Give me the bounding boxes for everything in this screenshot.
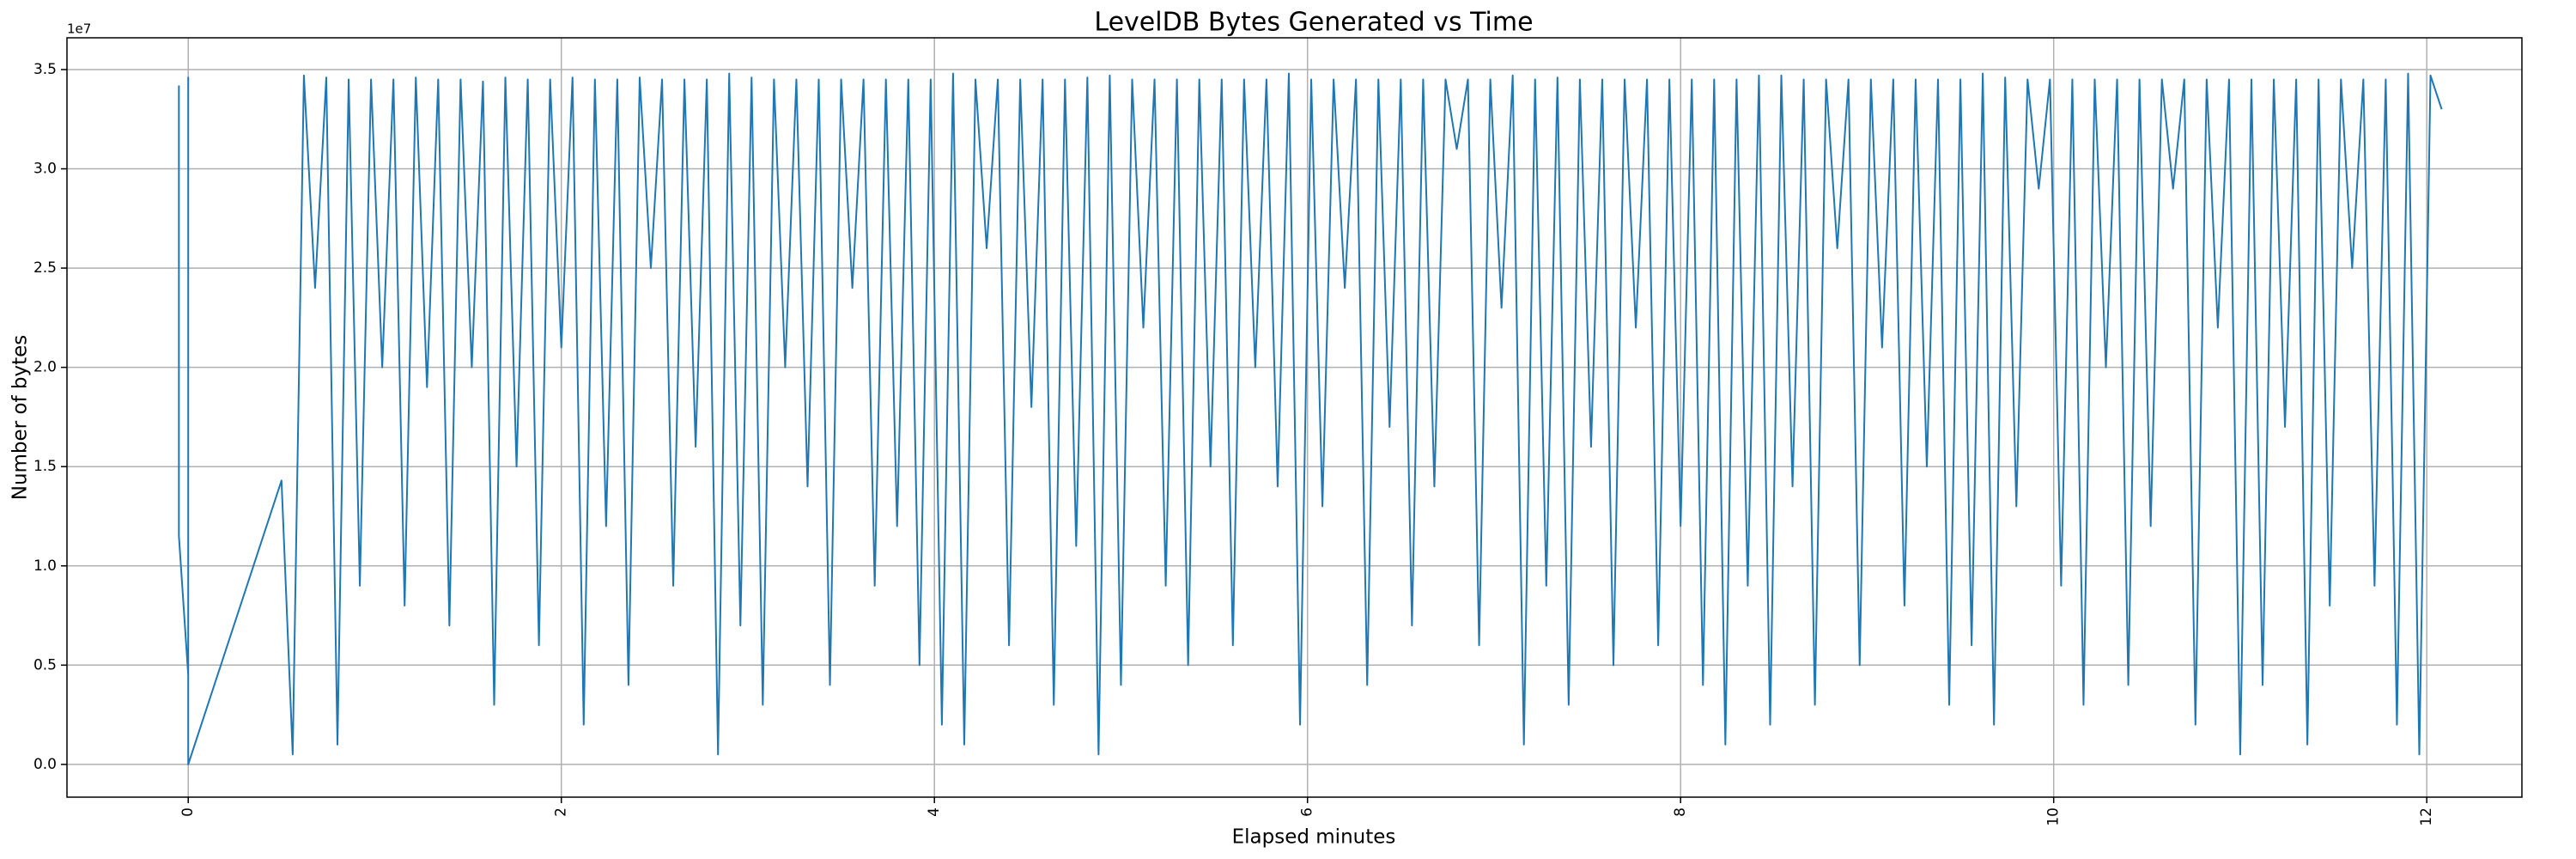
y-tick-label: 2.0	[33, 359, 57, 376]
x-axis-label: Elapsed minutes	[1232, 826, 1396, 849]
y-tick-label: 0.0	[33, 756, 57, 773]
y-offset-label: 1e7	[67, 21, 91, 37]
x-tick-label: 8	[1672, 807, 1689, 817]
x-tick-label: 6	[1299, 807, 1316, 817]
y-tick-label: 3.5	[33, 61, 57, 78]
y-tick-label: 3.0	[33, 161, 57, 178]
x-tick-label: 10	[2045, 807, 2063, 826]
x-tick-label: 4	[926, 807, 943, 817]
y-axis-label: Number of bytes	[9, 335, 32, 501]
x-tick-label: 0	[179, 807, 197, 817]
y-tick-label: 2.5	[33, 259, 57, 277]
x-tick-label: 12	[2418, 807, 2435, 826]
y-tick-label: 1.5	[33, 458, 57, 475]
plot-frame	[66, 37, 2523, 798]
y-tick-label: 1.0	[33, 557, 57, 575]
y-tick-label: 0.5	[33, 656, 57, 673]
data-line	[178, 72, 2443, 765]
chart-title: LevelDB Bytes Generated vs Time	[1094, 8, 1533, 38]
x-tick-label: 2	[553, 807, 570, 817]
